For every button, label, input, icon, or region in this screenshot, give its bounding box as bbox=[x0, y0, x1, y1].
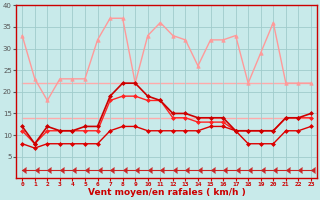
X-axis label: Vent moyen/en rafales ( km/h ): Vent moyen/en rafales ( km/h ) bbox=[88, 188, 245, 197]
